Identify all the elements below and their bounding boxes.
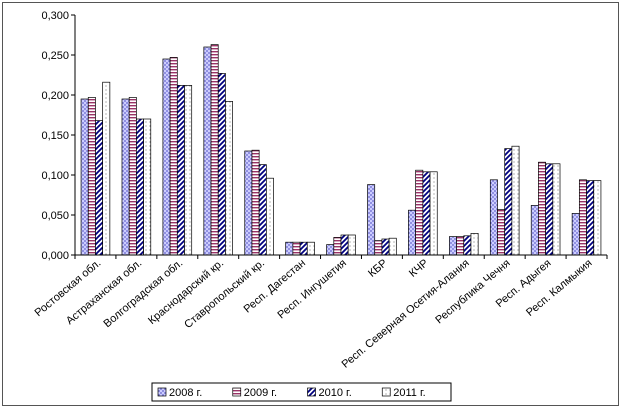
- bar: [504, 148, 513, 256]
- legend-swatch: [381, 387, 391, 397]
- bar: [578, 179, 587, 256]
- bar: [340, 234, 349, 256]
- x-axis: Ростовская обл.Астраханская обл.Волгогра…: [33, 254, 608, 371]
- bar: [586, 180, 595, 256]
- bar: [456, 236, 465, 256]
- bar: [306, 241, 315, 256]
- bar: [552, 163, 561, 256]
- x-tick-label: КЧР: [407, 257, 431, 280]
- bar: [388, 237, 397, 256]
- bar: [266, 177, 274, 256]
- legend-label: 2009 г.: [244, 387, 277, 399]
- bar: [285, 241, 294, 256]
- legend: 2008 г. 2009 г. 2010 г. 2011 г.: [151, 382, 452, 402]
- y-tick-label: 0,050: [41, 210, 69, 222]
- bar: [449, 236, 457, 256]
- bar: [136, 118, 144, 256]
- bar: [102, 81, 111, 256]
- bar: [184, 85, 193, 256]
- legend-swatch: [157, 387, 167, 397]
- legend-swatch: [232, 387, 242, 397]
- bar: [210, 44, 219, 256]
- bar: [538, 161, 546, 256]
- y-tick-label: 0,000: [41, 250, 69, 262]
- bar: [80, 98, 89, 256]
- x-tick-label: КБР: [366, 257, 390, 280]
- bar: [258, 164, 267, 256]
- legend-label: 2010 г.: [319, 387, 352, 399]
- bar: [162, 58, 171, 256]
- bar: [571, 213, 580, 256]
- x-tick-label: Астраханская обл.: [64, 257, 144, 327]
- y-tick-label: 0,100: [41, 170, 69, 182]
- bar: [593, 180, 602, 256]
- bar: [251, 149, 260, 256]
- bar: [143, 118, 152, 256]
- bar: [244, 150, 253, 256]
- bar: [470, 233, 479, 256]
- bar: [511, 145, 520, 256]
- bar: [299, 241, 308, 256]
- bar: [415, 169, 424, 256]
- bar: [87, 97, 96, 256]
- bar: [176, 85, 185, 256]
- bar: [408, 209, 416, 256]
- y-axis: 0,000 0,050 0,100 0,150 0,200 0,250 0,300: [41, 10, 76, 262]
- x-tick-label: Волгоградская обл.: [101, 257, 185, 330]
- y-tick-label: 0,200: [41, 90, 69, 102]
- y-tick-label: 0,250: [41, 50, 69, 62]
- legend-label: 2008 г.: [169, 387, 202, 399]
- x-tick-label: Республика Чечня: [433, 257, 512, 326]
- bar: [95, 120, 104, 256]
- bar: [429, 171, 438, 256]
- bar: [169, 57, 178, 256]
- y-tick-label: 0,150: [41, 130, 69, 142]
- legend-label: 2011 г.: [393, 387, 425, 399]
- bar: [128, 97, 137, 256]
- bar: [217, 73, 226, 256]
- legend-swatch: [307, 387, 316, 397]
- bar: [497, 209, 506, 256]
- bar: [347, 234, 356, 256]
- x-tick-label: Респ. Ингушетия: [276, 257, 349, 321]
- bar: [326, 244, 335, 256]
- y-tick-label: 0,300: [41, 10, 69, 22]
- bar: [545, 163, 554, 256]
- bar: [422, 171, 431, 256]
- bar: [489, 179, 498, 256]
- x-tick-label: Ставропольский кр.: [182, 257, 267, 331]
- bar: [333, 237, 342, 256]
- bar: [530, 205, 539, 256]
- bar: [225, 101, 233, 256]
- bar: [463, 235, 472, 256]
- bar: [374, 240, 383, 256]
- bars: [80, 44, 602, 256]
- x-tick-label: Ростовская обл.: [33, 257, 104, 319]
- bar: [203, 46, 212, 256]
- legend-box: [151, 382, 452, 402]
- bar: [292, 241, 301, 256]
- x-tick-label: Краснодарский кр.: [146, 257, 226, 327]
- bar: [121, 98, 130, 256]
- bar: [367, 184, 376, 256]
- bar: [381, 238, 390, 256]
